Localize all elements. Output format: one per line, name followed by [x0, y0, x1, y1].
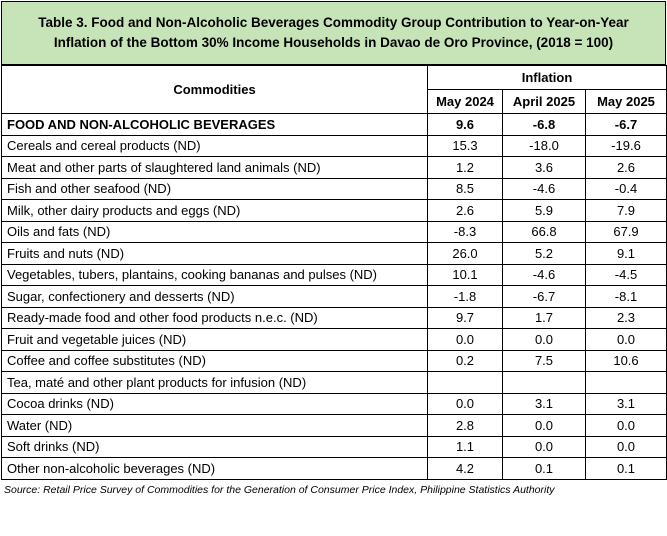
inflation-value: 2.6 [585, 156, 667, 179]
period-header-april-2025: April 2025 [502, 89, 586, 114]
inflation-value [427, 371, 503, 394]
table-row: Cocoa drinks (ND) 0.0 3.1 3.1 [1, 392, 667, 415]
title-line-2: Inflation of the Bottom 30% Income House… [53, 35, 614, 50]
inflation-table: Commodities Inflation May 2024 April 202… [1, 65, 667, 480]
commodity-name: Tea, maté and other plant products for i… [1, 371, 428, 394]
inflation-value: 1.2 [427, 156, 503, 179]
commodity-name: Vegetables, tubers, plantains, cooking b… [1, 263, 428, 286]
table-figure: Table 3. Food and Non-Alcoholic Beverage… [1, 1, 667, 496]
inflation-value: -1.8 [427, 285, 503, 308]
inflation-value: 0.0 [502, 414, 586, 437]
inflation-value: 66.8 [502, 220, 586, 243]
inflation-value: 3.6 [502, 156, 586, 179]
inflation-value: 5.2 [502, 242, 586, 265]
table-row: Tea, maté and other plant products for i… [1, 371, 667, 394]
table-row: Fruits and nuts (ND) 26.0 5.2 9.1 [1, 242, 667, 265]
inflation-value: 10.6 [585, 349, 667, 372]
inflation-value: 4.2 [427, 457, 503, 480]
inflation-value: -6.7 [585, 113, 667, 136]
inflation-value: -4.6 [502, 177, 586, 200]
inflation-value [585, 371, 667, 394]
inflation-value: -8.3 [427, 220, 503, 243]
inflation-value: -0.4 [585, 177, 667, 200]
inflation-value: -6.8 [502, 113, 586, 136]
table-row: Fish and other seafood (ND) 8.5 -4.6 -0.4 [1, 177, 667, 200]
commodity-name: Meat and other parts of slaughtered land… [1, 156, 428, 179]
inflation-header: Inflation [427, 65, 667, 90]
commodity-name: Fruit and vegetable juices (ND) [1, 328, 428, 351]
table-row: Vegetables, tubers, plantains, cooking b… [1, 263, 667, 286]
commodity-name: Sugar, confectionery and desserts (ND) [1, 285, 428, 308]
commodity-name: Water (ND) [1, 414, 428, 437]
table-row: Soft drinks (ND) 1.1 0.0 0.0 [1, 435, 667, 458]
table-row: FOOD AND NON-ALCOHOLIC BEVERAGES 9.6 -6.8-… [1, 113, 667, 136]
title-line-1: Table 3. Food and Non-Alcoholic Beverage… [38, 15, 629, 30]
inflation-value: 0.0 [585, 435, 667, 458]
table-row: Coffee and coffee substitutes (ND) 0.2 7.5… [1, 349, 667, 372]
inflation-value: 0.1 [502, 457, 586, 480]
inflation-value: -4.5 [585, 263, 667, 286]
table-row: Sugar, confectionery and desserts (ND) -1… [1, 285, 667, 308]
commodity-name: Fish and other seafood (ND) [1, 177, 428, 200]
inflation-value: 8.5 [427, 177, 503, 200]
period-header-may-2024: May 2024 [427, 89, 503, 114]
inflation-value: 0.0 [502, 328, 586, 351]
inflation-value: 2.6 [427, 199, 503, 222]
inflation-value: 2.3 [585, 306, 667, 329]
table-row: Oils and fats (ND) -8.3 66.8 67.9 [1, 220, 667, 243]
inflation-value: 0.0 [427, 328, 503, 351]
table-row: Other non-alcoholic beverages (ND) 4.2 0.1… [1, 457, 667, 480]
commodity-name: Ready-made food and other food products … [1, 306, 428, 329]
inflation-value: 0.0 [585, 414, 667, 437]
table-row: Meat and other parts of slaughtered land… [1, 156, 667, 179]
inflation-value: -6.7 [502, 285, 586, 308]
table-row: Fruit and vegetable juices (ND) 0.0 0.0 0.0 [1, 328, 667, 351]
inflation-value: 1.7 [502, 306, 586, 329]
inflation-value [502, 371, 586, 394]
source-note: Source: Retail Price Survey of Commoditi… [4, 483, 555, 496]
commodity-name: Cocoa drinks (ND) [1, 392, 428, 415]
inflation-value: 0.0 [585, 328, 667, 351]
inflation-value: 0.1 [585, 457, 667, 480]
inflation-value: 3.1 [502, 392, 586, 415]
commodity-name: Other non-alcoholic beverages (ND) [1, 457, 428, 480]
period-header-may-2025: May 2025 [585, 89, 667, 114]
inflation-value: -18.0 [502, 134, 586, 157]
table-body: FOOD AND NON-ALCOHOLIC BEVERAGES 9.6 -6.8-… [1, 113, 667, 480]
inflation-value: 7.5 [502, 349, 586, 372]
commodity-name: Coffee and coffee substitutes (ND) [1, 349, 428, 372]
inflation-value: 7.9 [585, 199, 667, 222]
commodity-name: Fruits and nuts (ND) [1, 242, 428, 265]
inflation-value: 67.9 [585, 220, 667, 243]
inflation-value: 15.3 [427, 134, 503, 157]
inflation-value: 9.7 [427, 306, 503, 329]
table-row: Water (ND) 2.8 0.0 0.0 [1, 414, 667, 437]
inflation-value: 10.1 [427, 263, 503, 286]
inflation-value: -4.6 [502, 263, 586, 286]
inflation-value: 5.9 [502, 199, 586, 222]
commodity-name: Milk, other dairy products and eggs (ND) [1, 199, 428, 222]
inflation-value: 9.6 [427, 113, 503, 136]
inflation-value: 1.1 [427, 435, 503, 458]
commodities-header: Commodities [1, 65, 428, 114]
inflation-value: -8.1 [585, 285, 667, 308]
inflation-value: -19.6 [585, 134, 667, 157]
inflation-value: 0.2 [427, 349, 503, 372]
table-row: Cereals and cereal products (ND) 15.3 -18.… [1, 134, 667, 157]
table-title: Table 3. Food and Non-Alcoholic Beverage… [1, 1, 666, 65]
inflation-value: 3.1 [585, 392, 667, 415]
inflation-value: 9.1 [585, 242, 667, 265]
inflation-value: 0.0 [427, 392, 503, 415]
inflation-value: 26.0 [427, 242, 503, 265]
inflation-value: 0.0 [502, 435, 586, 458]
commodity-name: Oils and fats (ND) [1, 220, 428, 243]
inflation-value: 2.8 [427, 414, 503, 437]
commodity-name: Soft drinks (ND) [1, 435, 428, 458]
table-row: Ready-made food and other food products … [1, 306, 667, 329]
commodity-name: Cereals and cereal products (ND) [1, 134, 428, 157]
commodity-name: FOOD AND NON-ALCOHOLIC BEVERAGES [1, 113, 428, 136]
table-row: Milk, other dairy products and eggs (ND)… [1, 199, 667, 222]
